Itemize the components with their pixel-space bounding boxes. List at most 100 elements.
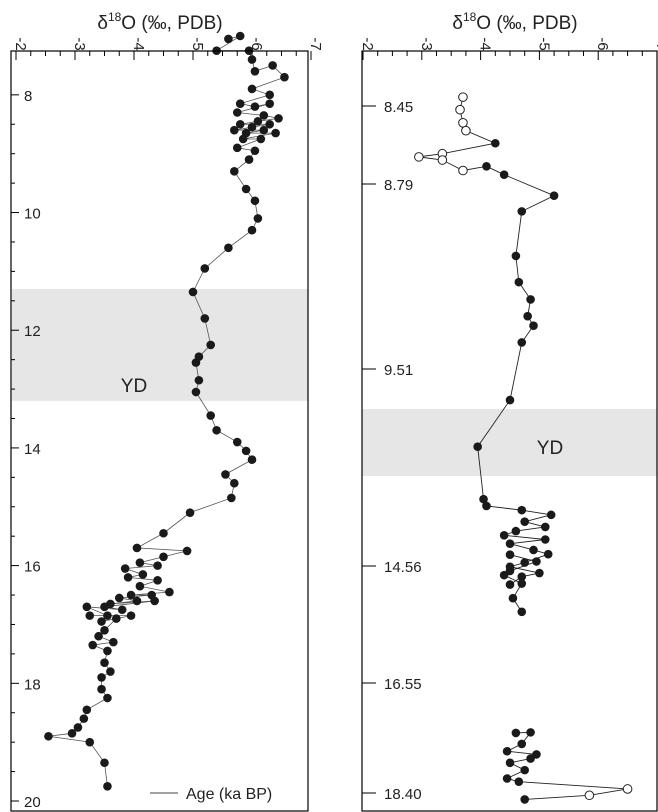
data-point (138, 570, 148, 579)
data-point (549, 191, 559, 200)
x-tick-label: -7 (653, 37, 658, 50)
data-point (150, 596, 159, 606)
data-point (505, 395, 515, 405)
data-point (271, 128, 280, 138)
y-tick-label: 18.40 (384, 786, 422, 803)
open-data-point (437, 155, 448, 165)
data-point (230, 478, 239, 488)
data-point (88, 640, 97, 650)
data-point (241, 184, 251, 194)
x-tick-label: -3 (71, 37, 88, 50)
data-point (82, 602, 92, 612)
series-line (48, 35, 286, 787)
y-tick-label: 8 (24, 88, 32, 105)
data-point (540, 535, 550, 544)
x-tick-label: -4 (477, 37, 494, 50)
open-data-point (458, 165, 468, 176)
x-tick-label: -2 (359, 37, 376, 50)
data-point (182, 546, 192, 556)
data-point (523, 311, 532, 321)
right-panel: δ18O (‰, PDB) YD -2 -3 -4 -5 -6 -7 8.45 8.79 9.… (359, 10, 658, 812)
data-point (247, 455, 257, 464)
data-point (526, 728, 535, 737)
data-point (517, 207, 527, 216)
data-point (227, 493, 236, 503)
y-tick-label: 14 (24, 441, 41, 458)
data-point (82, 705, 92, 715)
data-point (114, 593, 124, 603)
data-point (259, 125, 269, 135)
y-axis: 8 10 12 14 16 18 20 (11, 88, 41, 811)
data-point (256, 134, 266, 144)
x-tick-label: -6 (248, 37, 265, 50)
yd-band (362, 409, 657, 476)
data-point (112, 614, 121, 623)
data-point (517, 572, 527, 582)
data-point (153, 561, 162, 570)
data-point (526, 295, 535, 304)
data-point (517, 505, 527, 515)
x-tick-label: -7 (307, 37, 324, 50)
data-point (535, 568, 544, 578)
data-point (529, 321, 538, 330)
open-data-point (458, 118, 468, 128)
data-point (259, 111, 269, 120)
data-point (479, 494, 488, 504)
data-point (188, 287, 198, 297)
data-point (244, 155, 254, 164)
data-point (100, 758, 109, 768)
data-point (97, 673, 106, 682)
data-point (250, 196, 260, 206)
data-point (103, 646, 112, 656)
data-point (109, 637, 118, 647)
open-data-point (414, 152, 424, 162)
data-point (73, 723, 83, 732)
data-point (132, 543, 142, 553)
data-point (247, 225, 257, 235)
data-point (123, 573, 133, 582)
data-point (265, 99, 275, 108)
x-tick-label: -3 (418, 37, 435, 50)
data-point (230, 167, 239, 176)
data-point (212, 425, 221, 435)
data-point (473, 442, 482, 452)
data-point (206, 411, 215, 420)
data-point (517, 607, 527, 617)
data-point (280, 72, 289, 82)
data-point (520, 517, 529, 526)
data-point (517, 338, 527, 347)
x-tick-label: -6 (594, 37, 611, 50)
data-point (106, 667, 115, 676)
data-point (191, 387, 201, 397)
open-data-point (455, 104, 465, 115)
left-panel: δ18O (‰, PDB) YD -2 -3 -4 -5 -6 -7 8 10 12 14 16 1… (10, 10, 324, 812)
data-point (505, 758, 515, 768)
data-point (274, 114, 283, 123)
data-point (529, 545, 538, 555)
data-point (79, 714, 89, 723)
data-point (200, 264, 210, 273)
data-point (247, 55, 257, 64)
data-point (505, 539, 515, 548)
data-point (159, 528, 168, 538)
yd-band (12, 289, 308, 401)
data-point (126, 611, 136, 620)
yd-band-rect (12, 289, 308, 401)
data-point (505, 550, 515, 559)
data-point (206, 340, 215, 350)
data-point (235, 31, 245, 41)
data-point (511, 526, 521, 536)
data-point (499, 570, 509, 580)
data-point (235, 119, 245, 129)
data-point (85, 611, 95, 620)
data-series (414, 92, 633, 804)
data-point (526, 754, 535, 763)
data-point (44, 731, 53, 741)
data-point (232, 437, 242, 447)
data-point (126, 590, 136, 600)
x-axis: -2 -3 -4 -5 -6 -7 (359, 37, 658, 60)
y-tick-label: 20 (24, 794, 41, 811)
data-point (502, 746, 512, 756)
data-point (250, 67, 260, 76)
data-point (482, 162, 491, 171)
